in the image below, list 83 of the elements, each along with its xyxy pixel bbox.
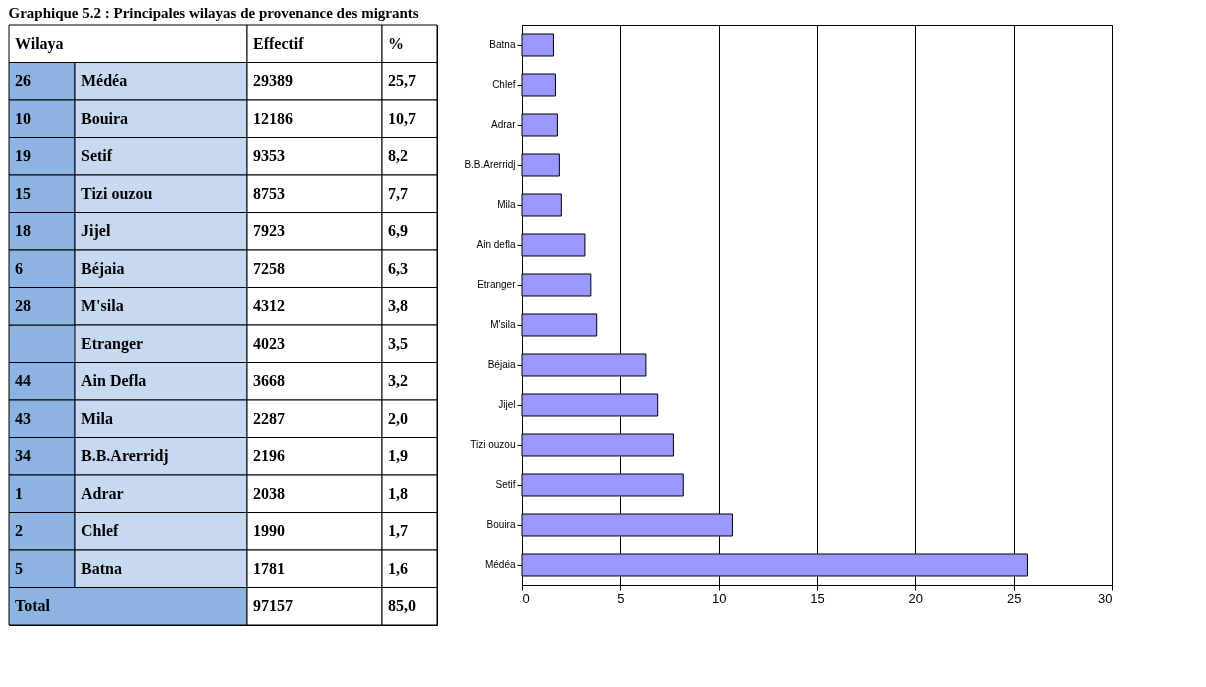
text: % <box>388 34 404 52</box>
text: Chlef <box>81 522 119 540</box>
text: 6,3 <box>388 259 408 277</box>
y-tick-label: Setif <box>495 479 516 490</box>
text: 1,8 <box>388 484 408 502</box>
text: M'sila <box>81 297 124 315</box>
text: 4023 <box>253 334 285 352</box>
y-tick-label: Ain defla <box>476 239 516 250</box>
text: Jijel <box>81 222 111 241</box>
text: 6,9 <box>388 222 408 240</box>
y-tick-label: Tizi ouzou <box>470 439 516 450</box>
x-tick-label: 25 <box>1006 590 1022 606</box>
text: 7923 <box>253 222 285 240</box>
text: 44 <box>15 372 31 390</box>
text: 2038 <box>253 484 285 502</box>
y-tick-label: Etranger <box>477 279 517 290</box>
text: Wilaya <box>15 34 64 53</box>
text: Bouira <box>81 109 129 127</box>
text: Béjaia <box>81 259 125 278</box>
text: 4312 <box>253 297 285 315</box>
text: 3,5 <box>388 334 408 352</box>
text: 7,7 <box>388 184 408 202</box>
x-tick-label: 20 <box>908 590 924 606</box>
text: 43 <box>15 409 31 427</box>
text: 1,6 <box>388 559 408 577</box>
y-tick-label: Médéa <box>484 559 516 570</box>
x-tick-label: 10 <box>711 590 727 606</box>
text: 18 <box>15 222 31 240</box>
text: 1,9 <box>388 447 408 465</box>
text: 10 <box>15 109 31 127</box>
text: 29389 <box>253 72 293 90</box>
y-tick-label: M'sila <box>490 319 516 330</box>
x-tick-label: 0 <box>522 590 530 606</box>
text: 97157 <box>253 597 293 615</box>
y-tick-label: Béjaia <box>487 359 516 370</box>
text: 12186 <box>253 109 293 127</box>
text: Médéa <box>81 72 128 90</box>
y-tick-label: Chlef <box>492 79 516 90</box>
text: 5 <box>15 559 23 577</box>
text: 10,7 <box>388 109 416 127</box>
text: 3,2 <box>388 372 408 390</box>
text: 15 <box>15 184 31 202</box>
text: 7258 <box>253 259 285 277</box>
text: Ain Defla <box>81 372 147 390</box>
text: Effectif <box>253 34 305 52</box>
text: 2,0 <box>388 409 408 427</box>
text: 8753 <box>253 184 285 202</box>
y-tick-label: Jijel <box>498 399 516 410</box>
x-tick-label: 5 <box>617 590 625 606</box>
text: 28 <box>15 297 31 315</box>
x-tick-label: 30 <box>1098 590 1113 606</box>
y-tick-label: Adrar <box>491 119 517 130</box>
y-tick-label: B.B.Arerridj <box>464 159 516 170</box>
text: 2196 <box>253 447 285 465</box>
text: 26 <box>15 72 31 90</box>
text: B.B.Arerridj <box>81 447 169 466</box>
text: 9353 <box>253 147 285 165</box>
text: 1 <box>15 484 23 502</box>
text: 3,8 <box>388 297 408 315</box>
text: Adrar <box>81 484 124 502</box>
text: Batna <box>81 559 122 577</box>
text: 19 <box>15 147 31 165</box>
text: 2 <box>15 522 23 540</box>
text: 25,7 <box>388 72 416 90</box>
text: 1990 <box>253 522 285 540</box>
text: 3668 <box>253 372 285 390</box>
text: Graphique 5.2 : Principales wilayas de provenance des migrants <box>8 4 419 21</box>
text: 1781 <box>253 559 285 577</box>
y-tick-label: Batna <box>489 39 516 50</box>
text: 1,7 <box>388 522 408 540</box>
x-tick-label: 15 <box>810 590 825 606</box>
text: 6 <box>15 259 23 277</box>
text: Etranger <box>81 334 144 353</box>
text: Setif <box>81 147 113 165</box>
text: 2287 <box>253 409 285 427</box>
y-tick-label: Mila <box>497 199 516 210</box>
y-tick-label: Bouira <box>486 519 516 530</box>
text: 85,0 <box>388 597 416 615</box>
text: 34 <box>15 447 31 465</box>
text: Mila <box>81 409 113 427</box>
text: 8,2 <box>388 147 408 165</box>
text: Tizi ouzou <box>81 184 153 202</box>
text: Total <box>15 597 51 615</box>
